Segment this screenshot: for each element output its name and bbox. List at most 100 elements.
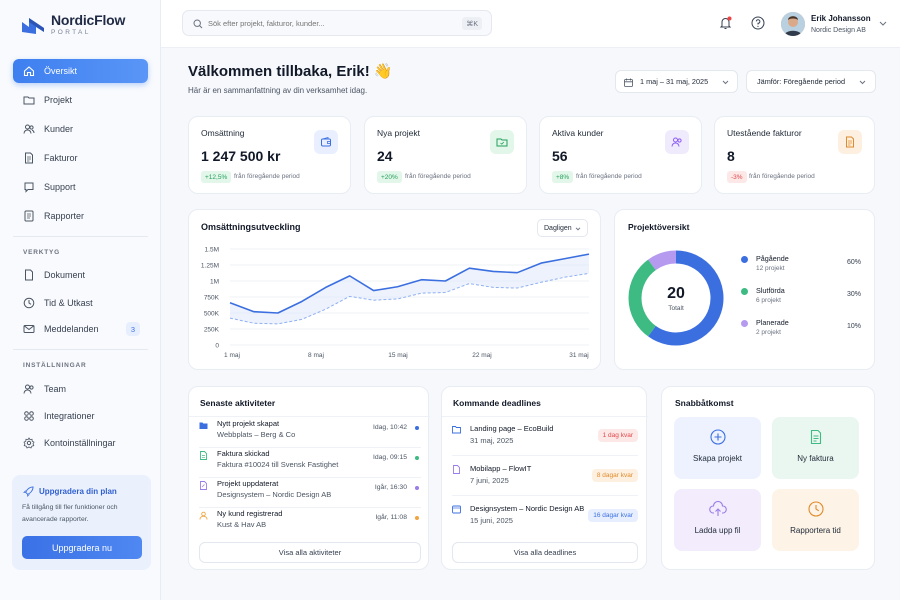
y-tick-label: 500K — [204, 311, 220, 318]
legend-sub: 12 projekt — [756, 265, 785, 272]
activity-title: Nytt projekt skapat — [217, 419, 280, 428]
legend-planned: Planerade 2 projekt 10% — [741, 318, 861, 342]
y-tick-label: 1M — [210, 279, 219, 286]
nav-label: Kontoinställningar — [44, 438, 116, 448]
logo-icon — [22, 17, 44, 34]
mail-icon — [23, 325, 35, 333]
sidebar: NordicFlow PORTAL Översikt Projekt Kunde… — [0, 0, 161, 600]
activities-card: Senaste aktiviteter Nytt projekt skapat … — [188, 386, 430, 570]
activity-item[interactable]: Faktura skickad Faktura #10024 till Sven… — [199, 449, 421, 477]
deadline-item[interactable]: Mobilapp – FlowIT 7 juni, 2025 8 dagar k… — [452, 464, 638, 492]
avatar[interactable] — [781, 12, 805, 36]
nav-label: Tid & Utkast — [44, 298, 93, 308]
activity-detail: Designsystem – Nordic Design AB — [217, 490, 332, 499]
nav-label: Kunder — [44, 124, 74, 134]
quick-label: Skapa projekt — [693, 454, 742, 463]
period-value: Dagligen — [544, 224, 572, 232]
new-invoice-button[interactable]: Ny faktura — [772, 417, 859, 479]
period-select[interactable]: Dagligen — [537, 219, 588, 237]
activity-dot — [415, 516, 419, 520]
kpi-value: 1 247 500 kr — [201, 148, 281, 164]
legend-label: Planerade — [756, 318, 789, 327]
create-project-button[interactable]: Skapa projekt — [674, 417, 761, 479]
activity-detail: Kust & Hav AB — [217, 520, 267, 529]
activity-time: Idag, 09:15 — [372, 454, 407, 461]
activity-time: Igår, 11:08 — [375, 514, 407, 521]
x-tick-label: 8 maj — [308, 352, 324, 359]
upload-file-button[interactable]: Ladda upp fil — [674, 489, 761, 551]
nav-invoices[interactable]: Fakturor — [13, 146, 148, 170]
nav-messages[interactable]: Meddelanden 3 — [13, 317, 148, 341]
nav-projects[interactable]: Projekt — [13, 88, 148, 112]
deadline-item[interactable]: Landing page – EcoBuild 31 maj, 2025 1 d… — [452, 424, 638, 452]
donut-title: Projektöversikt — [628, 222, 690, 232]
nav-time[interactable]: Tid & Utkast — [13, 291, 148, 315]
series-area — [230, 254, 589, 324]
deadline-pill: 16 dagar kvar — [588, 509, 638, 522]
chevron-down-icon[interactable] — [879, 21, 887, 27]
deadline-date: 31 maj, 2025 — [470, 436, 514, 445]
logo[interactable]: NordicFlow PORTAL — [20, 13, 125, 36]
kpi-change: -3% — [727, 171, 747, 183]
chevron-down-icon — [859, 80, 866, 85]
section-title-tools: VERKTYG — [23, 249, 61, 256]
nav-integrations[interactable]: Integrationer — [13, 404, 148, 428]
nav-account-settings[interactable]: Kontoinställningar — [13, 431, 148, 455]
kpi-change: +8% — [552, 171, 574, 183]
nav-reports[interactable]: Rapporter — [13, 204, 148, 228]
activity-item[interactable]: Projekt uppdaterat Designsystem – Nordic… — [199, 479, 421, 507]
upgrade-button[interactable]: Uppgradera nu — [22, 536, 142, 559]
revenue-line-chart: 1.5M 1.25M 1M 750K 500K 250K 0 1 maj 8 maj 15 maj… — [201, 247, 590, 359]
y-tick-label: 250K — [204, 327, 220, 334]
quick-access-title: Snabbåtkomst — [675, 398, 734, 408]
integrations-icon — [24, 411, 34, 421]
activity-dot — [415, 486, 419, 490]
date-range-value: 1 maj – 31 maj, 2025 — [640, 77, 709, 86]
nav-overview[interactable]: Översikt — [13, 59, 148, 83]
help-icon[interactable] — [751, 16, 765, 30]
activity-detail: Webbplats – Berg & Co — [217, 430, 296, 439]
legend-sub: 2 projekt — [756, 329, 781, 336]
nav-documents[interactable]: Dokument — [13, 263, 148, 287]
nav-team[interactable]: Team — [13, 377, 148, 401]
view-all-activities-button[interactable]: Visa alla aktiviteter — [199, 542, 421, 563]
user-icon — [199, 511, 208, 520]
document-icon — [25, 269, 33, 281]
divider — [199, 477, 421, 478]
activity-title: Faktura skickad — [217, 449, 270, 458]
clock-icon — [23, 297, 35, 309]
activity-item[interactable]: Ny kund registrerad Kust & Hav AB Igår, … — [199, 509, 421, 537]
invoice-icon — [25, 152, 33, 164]
invoice-icon — [810, 429, 821, 445]
home-icon — [23, 66, 35, 77]
date-range-picker[interactable]: 1 maj – 31 maj, 2025 — [615, 70, 738, 93]
bell-icon[interactable] — [719, 16, 732, 30]
divider — [452, 495, 638, 496]
nav-label: Team — [44, 384, 67, 394]
compare-select[interactable]: Jämför: Föregående period — [746, 70, 876, 93]
legend-percent: 10% — [846, 323, 861, 330]
nav-support[interactable]: Support — [13, 175, 148, 199]
kpi-note: från föregående period — [576, 173, 642, 180]
settings-icon — [23, 437, 35, 449]
y-tick-label: 1.5M — [205, 247, 219, 254]
report-time-button[interactable]: Rapportera tid — [772, 489, 859, 551]
help-icon — [24, 182, 34, 193]
divider — [199, 447, 421, 448]
activity-item[interactable]: Nytt projekt skapat Webbplats – Berg & C… — [199, 419, 421, 447]
deadline-item[interactable]: Designsystem – Nordic Design AB 15 juni,… — [452, 504, 638, 532]
kpi-card-invoices: Utestående fakturor 8 -3% från föregåend… — [714, 116, 875, 194]
deadlines-title: Kommande deadlines — [453, 398, 541, 408]
nav-label: Integrationer — [44, 411, 95, 421]
search-input[interactable] — [208, 16, 448, 30]
view-all-deadlines-button[interactable]: Visa alla deadlines — [452, 542, 638, 563]
activity-title: Projekt uppdaterat — [217, 479, 279, 488]
deadline-title: Designsystem – Nordic Design AB — [470, 504, 585, 513]
search-bar[interactable]: ⌘K — [182, 10, 492, 36]
donut-slice — [648, 250, 677, 271]
chevron-down-icon — [575, 227, 581, 231]
nav-customers[interactable]: Kunder — [13, 117, 148, 141]
kpi-note: från föregående period — [749, 173, 815, 180]
y-tick-label: 1.25M — [201, 263, 219, 270]
clock-icon — [807, 501, 824, 517]
